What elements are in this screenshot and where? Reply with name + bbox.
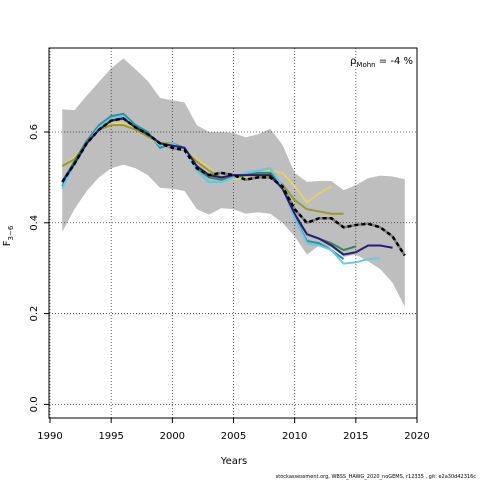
x-tick-label: 2015	[343, 431, 368, 442]
series-line	[61, 124, 344, 215]
y-tick-label: 0.6	[29, 124, 40, 140]
series-line	[61, 117, 406, 257]
annotation-rho: ρ	[350, 56, 356, 67]
x-tick-label: 2010	[282, 431, 307, 442]
annotation-sub: Mohn	[356, 61, 375, 69]
y-tick-label: 0.0	[29, 396, 40, 412]
plot-frame	[48, 47, 418, 419]
y-axis-label: F3−6	[2, 225, 15, 246]
x-tick-label: 2020	[404, 431, 429, 442]
x-tick-label: 1990	[37, 431, 62, 442]
y-tick-label: 0.2	[29, 306, 40, 322]
y-label-sub: 3−6	[7, 225, 15, 240]
x-axis-label: Years	[220, 456, 247, 467]
x-tick-label: 1995	[98, 431, 123, 442]
y-label-main: F	[2, 240, 13, 246]
annotation: ρMohn = -4 %	[350, 56, 413, 69]
series-line	[61, 115, 381, 265]
x-tick-label: 2000	[160, 431, 185, 442]
x-tick-label: 2005	[221, 431, 246, 442]
y-tick-label: 0.4	[29, 215, 40, 231]
annotation-text: = -4 %	[376, 56, 413, 67]
footnote: stockassessment.org, WBSS_HAWG_2020_noGE…	[276, 474, 477, 480]
confidence-band	[62, 58, 405, 307]
